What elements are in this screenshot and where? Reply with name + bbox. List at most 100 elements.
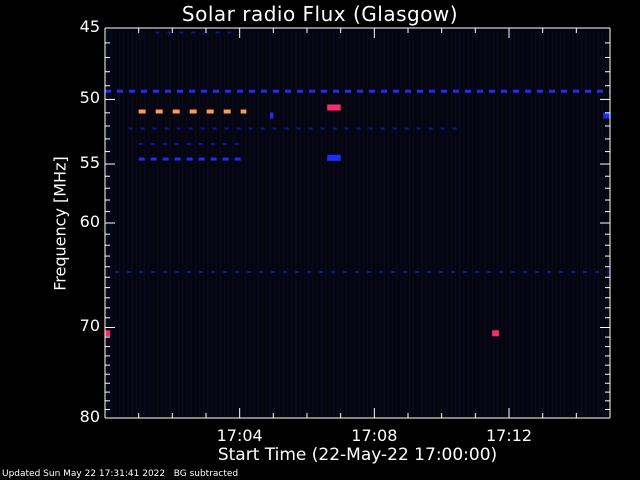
emission-dash bbox=[105, 89, 111, 93]
emission-dash bbox=[439, 271, 444, 274]
emission-dash bbox=[127, 271, 132, 274]
emission-dash bbox=[441, 89, 447, 93]
emission-dash bbox=[489, 89, 495, 93]
emission-dash bbox=[172, 109, 180, 114]
emission-dash bbox=[227, 31, 232, 34]
emission-dash bbox=[236, 127, 241, 130]
emission-dash bbox=[297, 89, 303, 93]
emission-dash bbox=[487, 271, 492, 274]
emission-dash bbox=[525, 89, 531, 93]
emission-dash bbox=[174, 157, 181, 161]
emission-dash bbox=[284, 127, 289, 130]
emission-dash bbox=[235, 271, 240, 274]
emission-dash bbox=[511, 271, 516, 274]
emission-dash bbox=[212, 127, 217, 130]
emission-dash bbox=[345, 89, 351, 93]
emission-dash bbox=[211, 271, 216, 274]
emission-dash bbox=[177, 89, 183, 93]
emission-dash bbox=[427, 271, 432, 274]
emission-dash bbox=[140, 127, 145, 130]
emission-dash bbox=[117, 89, 123, 93]
emission-dash bbox=[320, 127, 325, 130]
x-axis-label: Start Time (22-May-22 17:00:00) bbox=[217, 445, 498, 465]
emission-dash bbox=[259, 271, 264, 274]
emission-dash bbox=[547, 271, 552, 274]
x-tick-label: 17:08 bbox=[351, 426, 398, 445]
emission-dash bbox=[191, 31, 196, 34]
emission-dash bbox=[559, 271, 564, 274]
emission-dash bbox=[344, 127, 349, 130]
emission-dash bbox=[523, 271, 528, 274]
emission-dash bbox=[224, 127, 229, 130]
emission-dash bbox=[129, 89, 135, 93]
emission-dash bbox=[308, 127, 313, 130]
emission-dash bbox=[501, 89, 507, 93]
emission-dash bbox=[403, 271, 408, 274]
plot-area bbox=[105, 28, 610, 418]
emission-dash bbox=[155, 109, 163, 114]
emission-dash bbox=[571, 271, 576, 274]
emission-dash bbox=[307, 271, 312, 274]
emission-dash bbox=[355, 271, 360, 274]
emission-dash bbox=[561, 89, 567, 93]
emission-dash bbox=[215, 31, 220, 34]
emission-dash bbox=[138, 109, 146, 114]
emission-dash bbox=[222, 143, 227, 146]
emission-dash bbox=[319, 271, 324, 274]
emission-dash bbox=[272, 127, 277, 130]
emission-dash bbox=[128, 127, 133, 130]
emission-dash bbox=[223, 271, 228, 274]
emission-dash bbox=[187, 271, 192, 274]
emission-dash bbox=[535, 271, 540, 274]
emission-dash bbox=[415, 271, 420, 274]
x-tick-label: 17:12 bbox=[485, 426, 533, 445]
emission-dash bbox=[163, 271, 168, 274]
emission-dash bbox=[499, 271, 504, 274]
emission-dash bbox=[452, 127, 457, 130]
emission-dash bbox=[162, 157, 169, 161]
emission-dash bbox=[595, 271, 600, 274]
emission-dash bbox=[597, 89, 603, 93]
y-tick-label: 60 bbox=[79, 212, 100, 231]
emission-dash bbox=[150, 157, 157, 161]
emission-dash bbox=[153, 89, 159, 93]
x-tick-label: 17:04 bbox=[216, 426, 263, 445]
emission-dash bbox=[179, 31, 184, 34]
emission-dash bbox=[225, 89, 231, 93]
emission-spot bbox=[492, 330, 499, 337]
emission-dash bbox=[206, 109, 214, 114]
emission-dash bbox=[165, 89, 171, 93]
emission-dash bbox=[222, 157, 229, 161]
updated-timestamp: Updated Sun May 22 17:31:41 2022 bbox=[2, 469, 166, 479]
emission-dash bbox=[186, 143, 191, 146]
y-tick-label: 50 bbox=[79, 88, 100, 108]
emission-dash bbox=[537, 89, 543, 93]
emission-dash bbox=[138, 157, 145, 161]
emission-spot bbox=[105, 330, 111, 337]
emission-spot bbox=[269, 112, 274, 119]
emission-dash bbox=[223, 109, 231, 114]
emission-dash bbox=[393, 89, 399, 93]
emission-dash bbox=[321, 89, 327, 93]
bg-subtracted-note: BG subtracted bbox=[173, 469, 239, 479]
y-tick-label: 80 bbox=[79, 407, 100, 426]
emission-dash bbox=[188, 127, 193, 130]
emission-dash bbox=[237, 89, 243, 93]
emission-dash bbox=[273, 89, 279, 93]
emission-dash bbox=[367, 271, 372, 274]
emission-dash bbox=[416, 127, 421, 130]
emission-dash bbox=[175, 271, 180, 274]
emission-dash bbox=[283, 271, 288, 274]
emission-dash bbox=[585, 89, 591, 93]
emission-dash bbox=[453, 89, 459, 93]
emission-dash bbox=[357, 89, 363, 93]
emission-dash bbox=[155, 31, 160, 34]
emission-dash bbox=[198, 157, 205, 161]
emission-spot bbox=[603, 112, 610, 119]
y-tick-label: 70 bbox=[79, 316, 100, 336]
emission-dash bbox=[392, 127, 397, 130]
emission-dash bbox=[549, 89, 555, 93]
emission-dash bbox=[331, 271, 336, 274]
emission-dash bbox=[333, 89, 339, 93]
